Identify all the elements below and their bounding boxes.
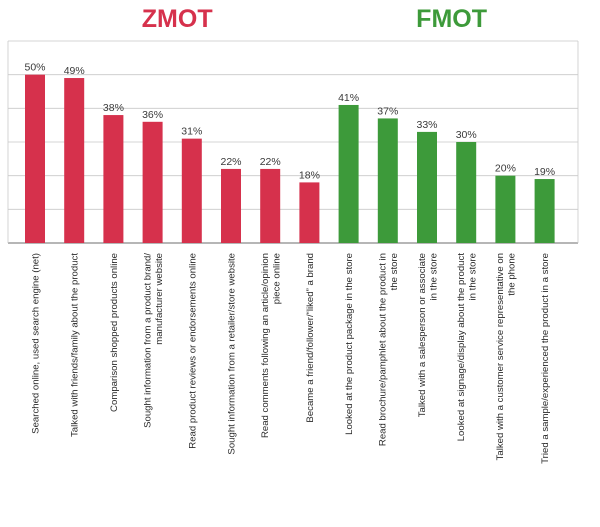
zmot-bar: [221, 168, 241, 243]
category-label: Comparison shopped products online: [109, 253, 120, 412]
category-label-line: in the store: [428, 253, 439, 300]
category-label-line: Talked with friends/family about the pro…: [70, 253, 81, 437]
value-label: 33%: [416, 119, 437, 131]
category-label-line: Talked with a salesperson or associate: [417, 253, 428, 417]
zmot-heading: ZMOT: [142, 5, 213, 33]
value-label: 31%: [181, 126, 202, 138]
category-label: Read product reviews or endorsements onl…: [187, 253, 198, 449]
category-label: Searched online, used search engine (net…: [31, 253, 42, 434]
category-label-line: Searched online, used search engine (net…: [31, 253, 42, 434]
zmot-bar: [64, 78, 85, 244]
category-label-line: manufacturer website: [154, 253, 165, 345]
category-label-line: Read brochure/pamphlet about the product…: [378, 253, 389, 446]
value-label: 41%: [338, 92, 359, 104]
category-label: Talked with friends/family about the pro…: [70, 253, 81, 437]
category-label-line: Looked at the product package in the sto…: [344, 253, 355, 435]
value-label: 18%: [299, 169, 320, 181]
category-label-line: Looked at signage/display about the prod…: [456, 253, 467, 442]
category-label-line: in the store: [467, 253, 478, 300]
category-label: Sought information from a retailer/store…: [227, 253, 238, 455]
category-label: Tried a sample/experienced the product i…: [540, 253, 551, 464]
category-label: Looked at the product package in the sto…: [344, 253, 355, 435]
value-label: 36%: [142, 109, 163, 121]
zmot-bar: [25, 74, 45, 244]
value-labels: 50% 49% 38% 36% 31% 22% 22% 18% 41% 37% 33% 30% 20% 1…: [24, 62, 555, 182]
fmot-bar: [377, 118, 398, 243]
value-label: 49%: [64, 65, 85, 77]
fmot-bar: [495, 175, 516, 243]
value-label: 38%: [103, 102, 124, 114]
value-label: 20%: [495, 163, 516, 175]
value-label: 50%: [24, 62, 45, 74]
gridlines: [7, 40, 579, 244]
category-label-line: Became a friend/follower/“liked” a brand: [305, 253, 316, 423]
zmot-bar: [299, 182, 320, 243]
category-label: Looked at signage/display about the prod…: [456, 253, 479, 442]
category-label-line: piece online: [271, 253, 282, 304]
fmot-bar: [456, 142, 477, 243]
zmot-bar: [103, 115, 124, 243]
fmot-heading: FMOT: [416, 5, 487, 33]
category-label: Became a friend/follower/“liked” a brand: [305, 253, 316, 423]
zmot-bar: [181, 138, 202, 243]
category-label: Talked with a customer service represent…: [495, 253, 518, 460]
category-label: Sought information from a product brand/…: [142, 253, 165, 428]
zmot-bar: [142, 121, 163, 243]
zmot-bar: [260, 168, 281, 243]
category-label-line: Tried a sample/experienced the product i…: [540, 253, 551, 464]
category-label-line: the store: [389, 253, 400, 290]
category-label-line: the phone: [507, 253, 518, 296]
fmot-bar: [417, 131, 437, 243]
category-label: Read comments following an article/opini…: [260, 253, 283, 438]
value-label: 22%: [220, 156, 241, 168]
category-label-line: Sought information from a retailer/store…: [227, 253, 238, 455]
value-label: 19%: [534, 166, 555, 178]
fmot-bar: [338, 104, 359, 243]
category-labels: Searched online, used search engine (net…: [31, 253, 552, 464]
value-label: 30%: [456, 129, 477, 141]
category-label: Talked with a salesperson or associate in…: [417, 253, 440, 417]
category-label: Read brochure/pamphlet about the product…: [378, 253, 401, 446]
fmot-bar: [534, 179, 555, 243]
category-label-line: Read comments following an article/opini…: [260, 253, 271, 438]
value-label: 37%: [377, 105, 398, 117]
bars: [25, 74, 555, 244]
category-label-line: Sought information from a product brand/: [142, 253, 153, 428]
value-label: 22%: [260, 156, 281, 168]
category-label-line: Read product reviews or endorsements onl…: [187, 253, 198, 449]
category-label-line: Comparison shopped products online: [109, 253, 120, 412]
category-label-line: Talked with a customer service represent…: [495, 253, 506, 460]
